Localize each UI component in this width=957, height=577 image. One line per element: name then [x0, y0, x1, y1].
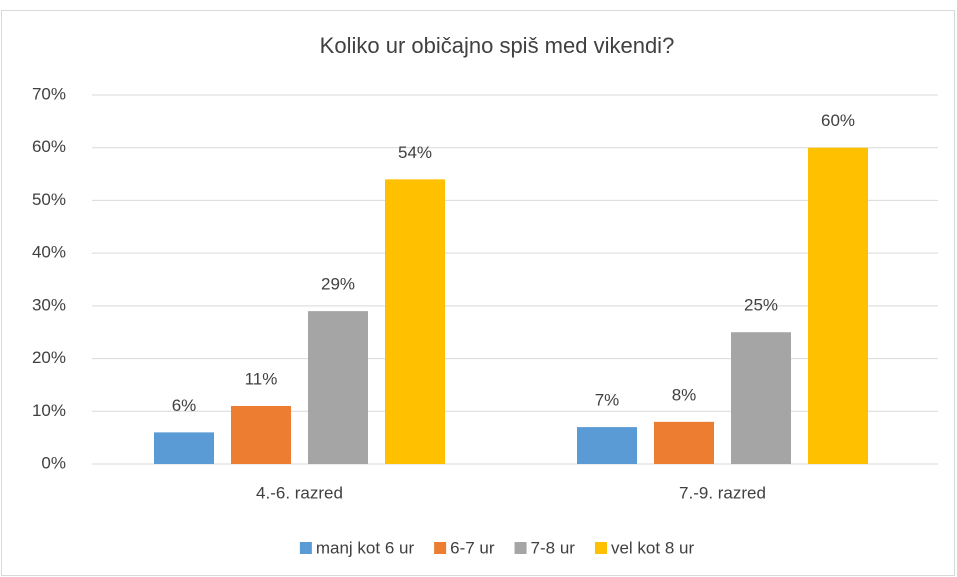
data-label: 11%	[245, 369, 278, 388]
data-label: 8%	[672, 385, 697, 404]
bar	[731, 332, 791, 464]
data-label: 6%	[172, 396, 197, 415]
legend-label: 7-8 ur	[531, 538, 576, 557]
data-label: 7%	[595, 391, 620, 410]
y-tick-label: 30%	[32, 295, 66, 314]
bar	[154, 432, 214, 464]
y-tick-label: 20%	[32, 348, 66, 367]
legend-label: manj kot 6 ur	[316, 538, 415, 557]
y-tick-label: 50%	[32, 190, 66, 209]
y-tick-label: 10%	[32, 401, 66, 420]
data-label: 29%	[321, 275, 355, 294]
chart-title: Koliko ur običajno spiš med vikendi?	[320, 33, 675, 58]
data-label: 25%	[744, 296, 778, 315]
legend-swatch	[299, 542, 312, 554]
y-tick-label: 0%	[41, 453, 66, 472]
y-tick-label: 70%	[32, 84, 66, 103]
legend-swatch	[434, 542, 447, 554]
bar	[808, 147, 868, 464]
legend-swatch	[514, 542, 527, 554]
legend-label: 6-7 ur	[450, 538, 495, 557]
legend-swatch	[594, 542, 607, 554]
bar	[385, 179, 445, 465]
y-tick-label: 40%	[32, 243, 66, 262]
bar	[577, 427, 637, 464]
x-tick-label: 4.-6. razred	[256, 483, 343, 502]
data-label: 54%	[398, 143, 432, 162]
legend-label: vel kot 8 ur	[611, 538, 694, 557]
chart-border	[1, 10, 955, 576]
bar	[231, 406, 291, 464]
bar	[654, 421, 714, 464]
x-tick-label: 7.-9. razred	[679, 483, 766, 502]
bar	[308, 311, 368, 464]
y-tick-label: 60%	[32, 137, 66, 156]
data-label: 60%	[821, 111, 855, 130]
